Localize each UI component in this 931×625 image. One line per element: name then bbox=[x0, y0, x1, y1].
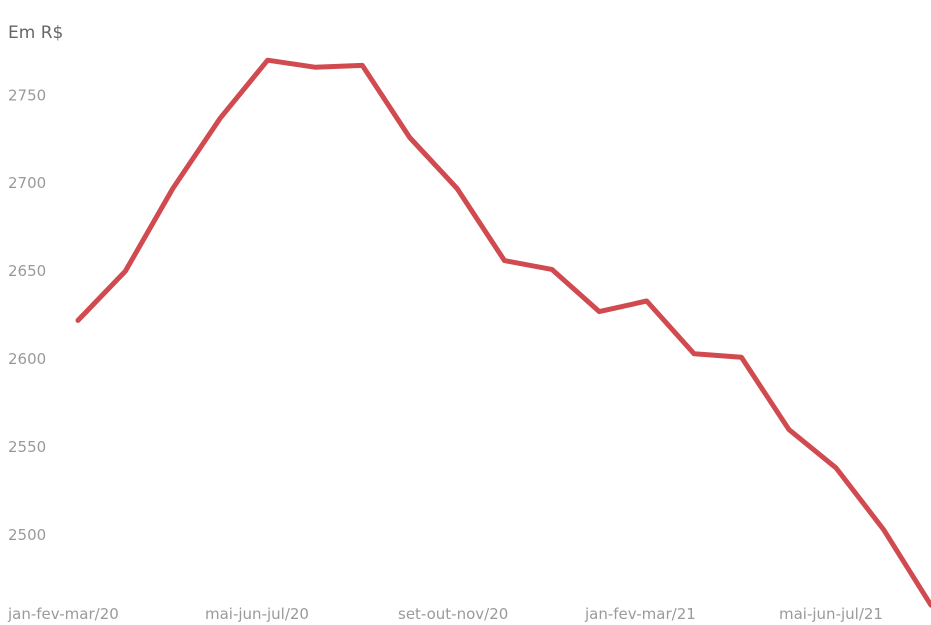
y-tick-label: 2700 bbox=[8, 174, 46, 192]
y-tick-label: 2550 bbox=[8, 438, 46, 456]
y-axis-ticks: 2500 2550 2600 2650 2700 2750 bbox=[8, 86, 46, 544]
x-tick-label: jan-fev-mar/21 bbox=[584, 605, 696, 623]
y-tick-label: 2600 bbox=[8, 350, 46, 368]
y-tick-label: 2750 bbox=[8, 86, 46, 104]
x-axis-ticks: jan-fev-mar/20 mai-jun-jul/20 set-out-nov/… bbox=[7, 605, 883, 623]
series-line bbox=[75, 57, 931, 608]
y-axis-unit-label: Em R$ bbox=[8, 23, 63, 43]
x-tick-label: set-out-nov/20 bbox=[398, 605, 508, 623]
x-tick-label: mai-jun-jul/21 bbox=[779, 605, 883, 623]
y-tick-label: 2500 bbox=[8, 526, 46, 544]
y-tick-label: 2650 bbox=[8, 262, 46, 280]
series-group bbox=[75, 57, 931, 608]
x-tick-label: jan-fev-mar/20 bbox=[7, 605, 119, 623]
x-tick-label: mai-jun-jul/20 bbox=[205, 605, 309, 623]
